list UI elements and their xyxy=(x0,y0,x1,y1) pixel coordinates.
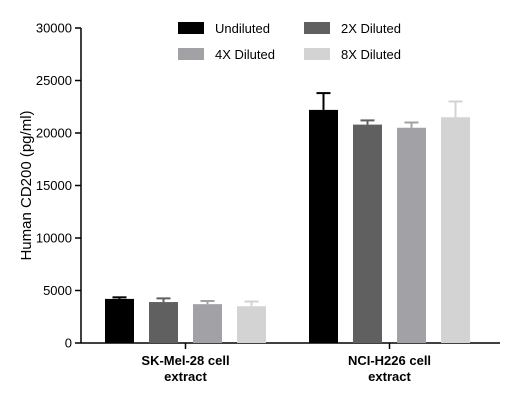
y-tick-label: 20000 xyxy=(36,126,72,141)
legend-label: 8X Diluted xyxy=(341,47,401,62)
legend-item: 4X Diluted xyxy=(178,47,275,62)
bar xyxy=(149,302,178,343)
x-tick-label: SK-Mel-28 cell extract xyxy=(141,353,229,384)
y-tick-label: 25000 xyxy=(36,73,72,88)
x-tick-label: NCI-H226 cell extract xyxy=(348,353,431,384)
y-tick-label: 15000 xyxy=(36,178,72,193)
legend-item: 8X Diluted xyxy=(304,47,401,62)
bar xyxy=(309,109,338,344)
legend: Undiluted 2X Diluted 4X Diluted 8X Diluted xyxy=(178,21,401,62)
y-tick-label: 10000 xyxy=(36,231,72,246)
bar xyxy=(237,306,266,343)
y-tick-label: 5000 xyxy=(43,283,72,298)
bars xyxy=(105,109,470,344)
legend-swatch xyxy=(304,48,330,60)
legend-label: 2X Diluted xyxy=(341,21,401,36)
x-axis: SK-Mel-28 cell extract NCI-H226 cell extrac… xyxy=(81,342,500,384)
bar xyxy=(105,298,134,343)
y-axis-title: Human CD200 (pg/ml) xyxy=(18,110,35,260)
legend-item: Undiluted xyxy=(178,21,270,36)
y-tick-label: 30000 xyxy=(36,21,72,36)
y-axis: 0 5000 10000 15000 20000 25000 30000 xyxy=(36,21,82,351)
bar xyxy=(397,127,426,343)
legend-label: 4X Diluted xyxy=(215,47,275,62)
bar xyxy=(193,304,222,343)
bar xyxy=(441,117,470,343)
legend-swatch xyxy=(304,22,330,34)
legend-item: 2X Diluted xyxy=(304,21,401,36)
bar xyxy=(353,124,382,343)
legend-swatch xyxy=(178,22,204,34)
error-bars xyxy=(112,92,463,307)
legend-label: Undiluted xyxy=(215,21,270,36)
y-tick-label: 0 xyxy=(65,336,72,351)
legend-swatch xyxy=(178,48,204,60)
